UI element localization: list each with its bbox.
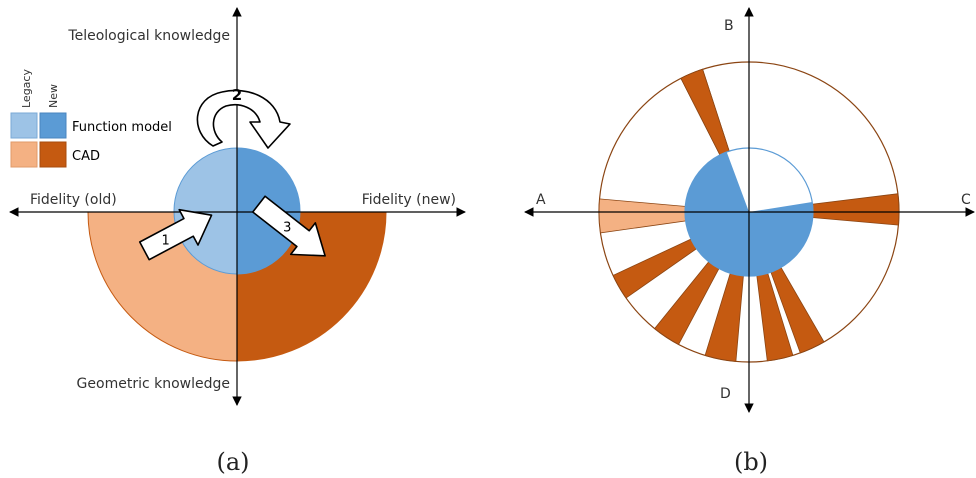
axis-right-label: Fidelity (new) [362, 192, 456, 208]
axis-bottom-label: Geometric knowledge [77, 376, 230, 392]
axis-top-label: Teleological knowledge [67, 28, 230, 44]
label-c: C [961, 192, 971, 208]
arrow-1-label: 1 [161, 234, 169, 249]
label-a: A [536, 192, 546, 208]
legend-swatch-legacy-function [10, 112, 38, 139]
arrow-3: 3 [251, 195, 326, 257]
arrow-2-loop: 2 [196, 86, 291, 149]
legend-row-function: Function model [72, 120, 172, 135]
panel-a: Teleological knowledge Geometric knowled… [9, 7, 466, 476]
legend-swatch-new-cad [39, 141, 67, 168]
legend-swatch-legacy-cad [10, 141, 38, 168]
legend-row-cad: CAD [72, 149, 100, 164]
axis-left-label: Fidelity (old) [30, 192, 117, 208]
legend-swatch-new-function [39, 112, 67, 139]
legend-col-legacy: Legacy [20, 69, 33, 108]
panel-b: B A C D (b) [524, 7, 975, 476]
arrow-2-label: 2 [232, 86, 242, 104]
arrow-3-label: 3 [283, 220, 291, 235]
arrow-1: 1 [138, 208, 213, 261]
caption-a: (a) [216, 448, 249, 476]
label-b: B [724, 18, 734, 34]
legend: Legacy New Function model CAD [10, 69, 172, 168]
label-d: D [720, 386, 731, 402]
caption-b: (b) [734, 448, 768, 476]
legend-col-new: New [47, 84, 60, 108]
